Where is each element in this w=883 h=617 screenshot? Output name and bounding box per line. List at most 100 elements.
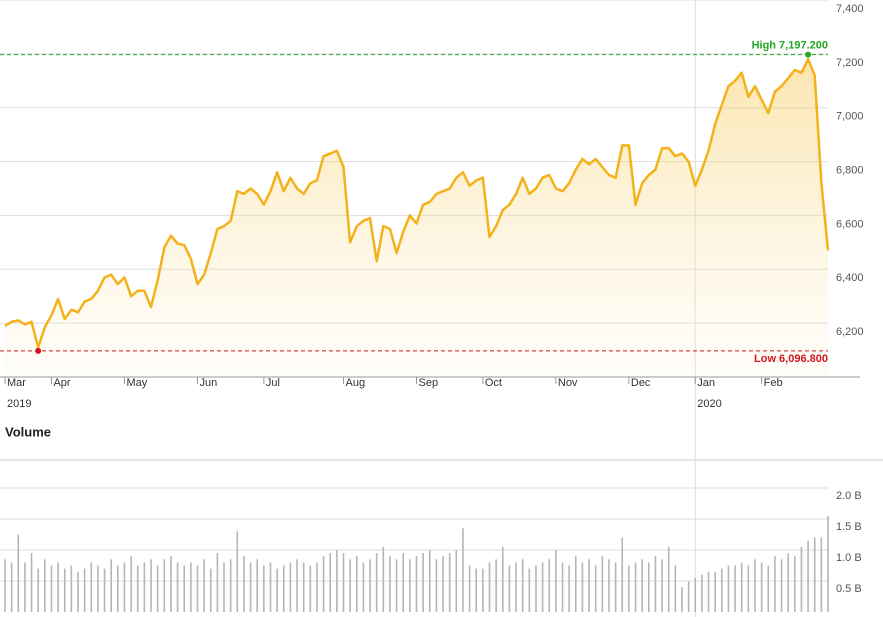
volume-bar: [714, 571, 716, 612]
volume-bar: [641, 559, 643, 612]
volume-bar: [574, 556, 577, 612]
volume-bar: [674, 565, 677, 612]
volume-bar: [428, 550, 431, 612]
volume-bar: [229, 559, 232, 612]
volume-bar: [77, 571, 79, 612]
volume-bar: [130, 556, 132, 612]
x-tick-label: Aug: [345, 377, 365, 389]
volume-bar: [694, 577, 697, 612]
volume-bar: [395, 559, 398, 612]
volume-bar: [103, 568, 106, 612]
volume-bar: [70, 565, 73, 612]
volume-bar: [614, 562, 617, 612]
volume-bar: [362, 562, 365, 612]
volume-bar: [515, 562, 517, 612]
volume-bar: [375, 553, 378, 612]
volume-bar: [820, 537, 823, 612]
extreme-marker: [35, 347, 42, 354]
x-tick-label: Jul: [266, 377, 280, 389]
volume-bar: [342, 553, 345, 612]
y-tick-label: 6,800: [836, 164, 864, 176]
volume-bar: [216, 553, 219, 612]
volume-bar: [628, 565, 630, 612]
volume-bar: [608, 559, 610, 612]
x-tick-label: Feb: [764, 377, 783, 389]
volume-bar: [409, 559, 411, 612]
volume-bar: [236, 531, 239, 612]
volume-bar: [488, 562, 491, 612]
volume-bar: [448, 553, 451, 612]
year-label: 2019: [7, 398, 31, 410]
volume-bar: [282, 565, 285, 612]
x-tick-label: Jan: [697, 377, 715, 389]
volume-bar: [594, 565, 597, 612]
y-tick-label: 1.0 B: [836, 552, 862, 564]
volume-bar: [90, 562, 93, 612]
volume-bar: [183, 565, 186, 612]
volume-bar: [256, 559, 259, 612]
x-tick-label: Mar: [7, 377, 26, 389]
volume-bar: [535, 565, 537, 612]
volume-bar: [561, 562, 564, 612]
volume-bar: [661, 559, 663, 612]
y-tick-label: 0.5 B: [836, 583, 862, 595]
x-tick-label: Nov: [558, 377, 578, 389]
volume-bar: [243, 556, 245, 612]
volume-bar: [57, 562, 59, 612]
volume-bar: [754, 559, 756, 612]
volume-bar: [30, 553, 33, 612]
volume-bar: [521, 559, 524, 612]
volume-bar: [369, 559, 371, 612]
volume-bar: [734, 565, 736, 612]
y-tick-label: 6,200: [836, 326, 864, 338]
volume-bar: [329, 553, 332, 612]
extreme-marker: [805, 51, 812, 58]
volume-bar: [355, 556, 358, 612]
volume-bar: [780, 559, 783, 612]
volume-bar: [548, 559, 551, 612]
y-tick-label: 2.0 B: [836, 490, 862, 502]
volume-bar: [150, 559, 152, 612]
volume-bar: [196, 565, 199, 612]
x-tick-label: May: [126, 377, 147, 389]
volume-bar: [681, 587, 683, 612]
volume-bar: [807, 540, 809, 612]
volume-bar: [800, 546, 803, 612]
volume-bar: [588, 559, 590, 612]
volume-bar: [276, 568, 278, 612]
volume-bar: [415, 556, 418, 612]
volume-bar: [209, 568, 212, 612]
volume-bar: [495, 559, 497, 612]
volume-bar: [422, 553, 424, 612]
volume-bar: [136, 565, 139, 612]
volume-bar: [110, 559, 112, 612]
volume-bar: [760, 562, 763, 612]
volume-bar: [349, 559, 351, 612]
volume-bar: [827, 515, 829, 612]
volume-bar: [97, 565, 99, 612]
annotation-label: Low 6,096.800: [754, 353, 828, 365]
volume-bar: [163, 559, 166, 612]
volume-bar: [156, 565, 159, 612]
volume-bar: [813, 537, 816, 612]
annotation-label: High 7,197.200: [752, 40, 828, 52]
y-tick-label: 7,000: [836, 111, 864, 123]
volume-bar: [787, 553, 789, 612]
volume-bar: [44, 559, 46, 612]
year-label: 2020: [697, 398, 721, 410]
volume-bar: [143, 562, 146, 612]
volume-bar: [508, 565, 511, 612]
volume-bar: [302, 562, 305, 612]
volume-bar: [336, 550, 338, 612]
volume-bar: [17, 534, 20, 612]
volume-bar: [402, 553, 405, 612]
volume-bar: [568, 565, 570, 612]
volume-bar: [455, 550, 458, 612]
x-tick-label: Sep: [419, 377, 439, 389]
volume-bar: [601, 556, 604, 612]
volume-bar: [721, 568, 723, 612]
volume-bar: [701, 574, 703, 612]
volume-bar: [647, 562, 650, 612]
y-tick-label: 7,200: [836, 57, 864, 69]
volume-bar: [83, 568, 86, 612]
